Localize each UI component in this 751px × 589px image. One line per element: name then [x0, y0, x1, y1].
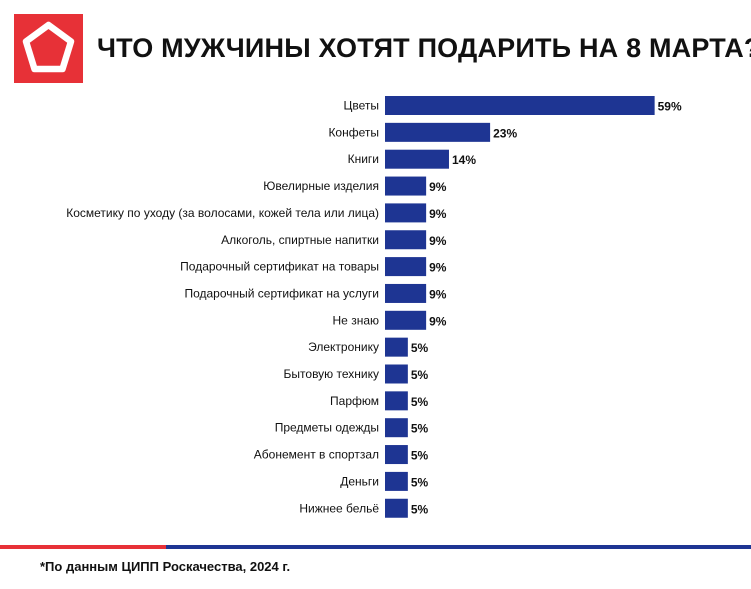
- category-label: Парфюм: [330, 394, 379, 408]
- source-footnote: *По данным ЦИПП Роскачества, 2024 г.: [40, 559, 291, 574]
- bar-chart: Цветы 59% Конфеты 23% Книги 14% Ювелирные изде…: [66, 96, 682, 518]
- category-label: Ювелирные изделия: [263, 179, 379, 193]
- bar: [385, 149, 449, 169]
- pentagon-logo-icon: [22, 21, 75, 73]
- category-label: Цветы: [343, 99, 379, 113]
- value-label: 5%: [411, 502, 429, 516]
- category-label: Подарочный сертификат на услуги: [184, 286, 379, 300]
- value-label: 23%: [493, 126, 517, 140]
- value-label: 9%: [429, 314, 447, 328]
- bar: [385, 471, 408, 491]
- value-label: 9%: [429, 207, 447, 221]
- bar: [385, 337, 408, 357]
- category-label: Предметы одежды: [275, 421, 379, 435]
- category-label: Электронику: [308, 340, 379, 354]
- bar: [385, 418, 408, 438]
- bar: [385, 203, 427, 223]
- category-label: Косметику по уходу (за волосами, кожей т…: [66, 206, 379, 220]
- value-label: 9%: [429, 287, 447, 301]
- bar: [385, 445, 408, 465]
- value-label: 9%: [429, 180, 447, 194]
- value-label: 5%: [411, 475, 429, 489]
- divider-blue: [166, 545, 751, 549]
- category-label: Книги: [348, 152, 379, 166]
- bar: [385, 391, 408, 411]
- value-label: 5%: [411, 422, 429, 436]
- category-label: Деньги: [340, 474, 379, 488]
- bar: [385, 364, 408, 384]
- value-label: 9%: [429, 261, 447, 275]
- value-label: 59%: [658, 100, 682, 114]
- bar: [385, 230, 427, 250]
- logo: [14, 14, 83, 83]
- value-label: 14%: [452, 153, 476, 167]
- value-label: 5%: [411, 341, 429, 355]
- bar: [385, 122, 491, 142]
- value-label: 5%: [411, 395, 429, 409]
- category-label: Алкоголь, спиртные напитки: [221, 233, 379, 247]
- bar: [385, 96, 655, 115]
- category-label: Конфеты: [328, 125, 379, 139]
- category-label: Подарочный сертификат на товары: [180, 260, 379, 274]
- divider-red: [0, 545, 166, 549]
- value-label: 9%: [429, 234, 447, 248]
- category-label: Абонемент в спортзал: [254, 448, 379, 462]
- bar: [385, 257, 427, 277]
- bar: [385, 176, 427, 196]
- category-label: Не знаю: [333, 313, 379, 327]
- value-label: 5%: [411, 368, 429, 382]
- category-label: Нижнее бельё: [299, 501, 379, 515]
- value-label: 5%: [411, 449, 429, 463]
- page-title: ЧТО МУЖЧИНЫ ХОТЯТ ПОДАРИТЬ НА 8 МАРТА?: [97, 33, 751, 63]
- bar: [385, 498, 408, 518]
- bar: [385, 283, 427, 303]
- bar: [385, 310, 427, 330]
- category-label: Бытовую технику: [284, 367, 379, 381]
